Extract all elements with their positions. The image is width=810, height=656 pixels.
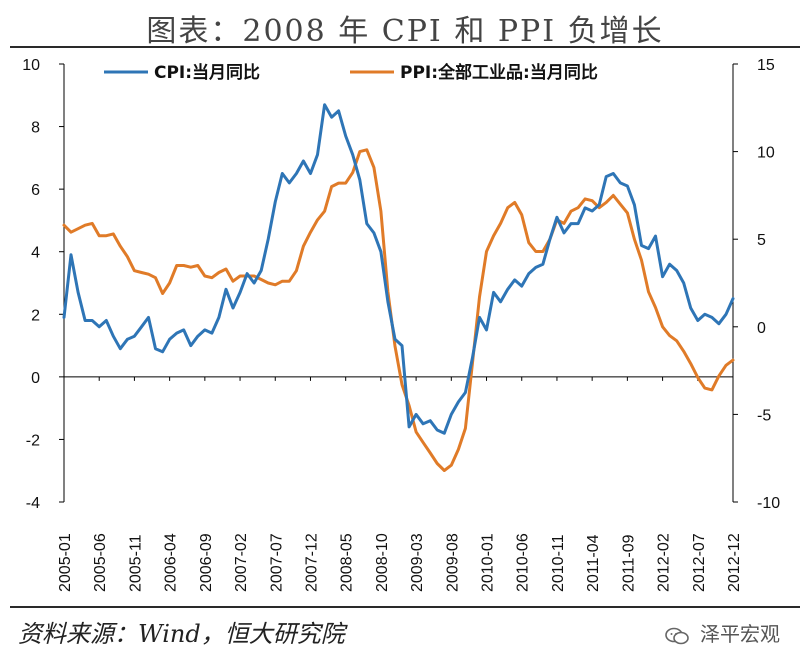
x-tick-label: 2010-01 <box>480 533 497 592</box>
legend: CPI:当月同比 PPI:全部工业品:当月同比 <box>104 62 598 83</box>
left-tick-label: 6 <box>31 182 40 199</box>
wechat-icon <box>664 627 689 644</box>
source-divider <box>10 606 800 608</box>
series-lines <box>62 103 735 472</box>
legend-label: CPI:当月同比 <box>154 62 260 83</box>
right-tick-label: -10 <box>757 495 780 512</box>
x-tick-label: 2005-06 <box>92 533 109 592</box>
chart-title: 图表：2008 年 CPI 和 PPI 负增长 <box>146 14 664 49</box>
x-tick-label: 2006-09 <box>198 533 215 592</box>
watermark: 泽平宏观 <box>664 618 780 647</box>
right-tick-label: 10 <box>757 145 775 162</box>
left-tick-label: -4 <box>26 495 40 512</box>
right-axis-ticks: 15 10 5 0 -5 -10 <box>733 57 780 512</box>
cpi-line <box>62 103 735 435</box>
title-divider <box>10 46 800 48</box>
left-tick-label: 2 <box>31 307 40 324</box>
left-tick-label: -2 <box>26 432 40 449</box>
x-tick-label: 2005-01 <box>57 533 74 592</box>
x-tick-label: 2012-12 <box>726 533 743 592</box>
left-tick-label: 0 <box>31 370 40 387</box>
source-note: 资料来源：Wind，恒大研究院 <box>18 620 345 648</box>
x-tick-label: 2011-09 <box>620 534 637 592</box>
x-tick-label: 2007-07 <box>268 533 285 592</box>
ppi-line <box>62 148 735 472</box>
left-tick-label: 4 <box>31 245 40 262</box>
left-tick-label: 10 <box>22 57 40 74</box>
axes <box>63 64 734 502</box>
x-tick-label: 2011-04 <box>585 534 602 592</box>
x-tick-label: 2009-03 <box>409 533 426 592</box>
right-tick-label: 0 <box>757 320 766 337</box>
legend-label: PPI:全部工业品:当月同比 <box>400 62 598 83</box>
x-tick-label: 2005-11 <box>127 534 144 592</box>
x-tick-label: 2012-07 <box>691 533 708 592</box>
right-tick-label: 15 <box>757 57 775 74</box>
x-tick-label: 2006-04 <box>163 533 180 592</box>
right-tick-label: 5 <box>757 232 766 249</box>
x-tick-label: 2008-05 <box>339 533 356 592</box>
left-axis-ticks: 10 8 6 4 2 0 -2 -4 <box>22 57 64 512</box>
x-tick-label: 2008-10 <box>374 533 391 592</box>
x-tick-label: 2010-06 <box>515 533 532 592</box>
x-tick-label: 2009-08 <box>444 533 461 592</box>
x-tick-label: 2007-02 <box>233 533 250 592</box>
legend-item-cpi: CPI:当月同比 <box>104 62 260 83</box>
legend-item-ppi: PPI:全部工业品:当月同比 <box>350 62 598 83</box>
watermark-text: 泽平宏观 <box>700 622 780 646</box>
right-tick-label: -5 <box>757 407 771 424</box>
x-tick-label: 2010-11 <box>550 534 567 592</box>
x-tick-label: 2012-02 <box>656 533 673 592</box>
left-tick-label: 8 <box>31 120 40 137</box>
x-axis-ticks: 2005-01 2005-06 2005-11 2006-04 2006-09 2007-… <box>57 376 743 592</box>
x-tick-label: 2007-12 <box>303 533 320 592</box>
